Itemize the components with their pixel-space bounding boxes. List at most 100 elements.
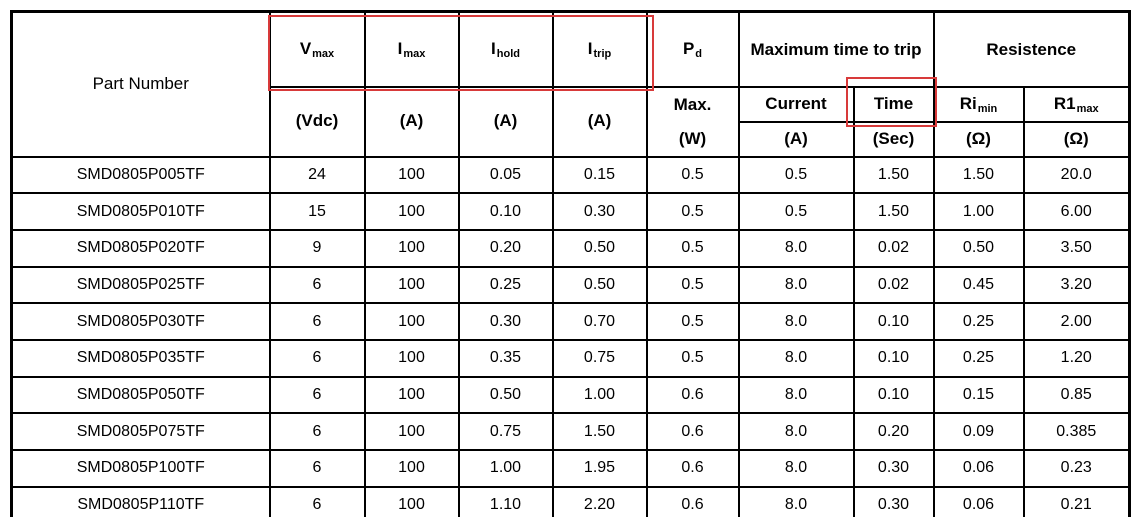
cell-r1-max: 1.20 (1022, 338, 1131, 378)
cell-trip-current: 8.0 (737, 412, 855, 451)
cell-ri-min: 1.00 (932, 192, 1025, 231)
table-row: SMD0805P110TF 6 100 1.10 2.20 0.6 8.0 0.30 0.06 0… (10, 485, 1131, 517)
ihold-unit-header: (A) (457, 85, 554, 158)
cell-ri-min: 0.50 (932, 228, 1025, 268)
max-time-to-trip-group-header: Maximum time to trip (737, 10, 935, 88)
cell-imax: 100 (363, 485, 460, 517)
spec-table: Part Number Vmax Imax Ihold Itrip Pd Max… (10, 10, 1131, 517)
cell-imax: 100 (363, 338, 460, 378)
cell-trip-current: 8.0 (737, 449, 855, 488)
cell-ihold: 0.35 (457, 338, 554, 378)
cell-part-number: SMD0805P035TF (10, 338, 271, 378)
cell-ihold: 0.75 (457, 412, 554, 451)
cell-itrip: 1.95 (551, 449, 648, 488)
cell-r1-max: 3.50 (1022, 228, 1131, 268)
cell-ri-min: 0.25 (932, 338, 1025, 378)
cell-ri-min: 0.25 (932, 302, 1025, 341)
cell-ri-min: 1.50 (932, 155, 1025, 195)
cell-part-number: SMD0805P100TF (10, 449, 271, 488)
ihold-header: Ihold (457, 10, 554, 88)
imax-subscript: max (403, 47, 426, 60)
header-row-groups: Part Number Vmax Imax Ihold Itrip Pd Max… (10, 10, 1131, 158)
ri-min-unit-header: (Ω) (932, 120, 1025, 158)
vmax-unit-header: (Vdc) (268, 85, 366, 158)
cell-itrip: 0.15 (551, 155, 648, 195)
r1-max-unit-header: (Ω) (1022, 120, 1131, 158)
cell-vmax: 6 (268, 265, 366, 305)
imax-header: Imax (363, 10, 460, 88)
ri-symbol: Ri (959, 93, 977, 113)
cell-trip-time: 0.10 (852, 375, 935, 415)
cell-imax: 100 (363, 375, 460, 415)
cell-trip-time: 1.50 (852, 155, 935, 195)
cell-trip-current: 0.5 (737, 155, 855, 195)
cell-part-number: SMD0805P075TF (10, 412, 271, 451)
cell-r1-max: 0.21 (1022, 485, 1131, 517)
cell-ri-min: 0.45 (932, 265, 1025, 305)
cell-trip-current: 8.0 (737, 302, 855, 341)
cell-trip-time: 0.10 (852, 338, 935, 378)
header-row-labels: (Vdc) (A) (A) (A) Max. (W) Current Time … (12, 85, 1131, 158)
cell-ihold: 0.05 (457, 155, 554, 195)
cell-ihold: 0.50 (457, 375, 554, 415)
cell-trip-time: 0.10 (852, 302, 935, 341)
cell-vmax: 6 (268, 302, 366, 341)
table-row: SMD0805P025TF 6 100 0.25 0.50 0.5 8.0 0.02 0.45 3… (10, 265, 1131, 305)
cell-part-number: SMD0805P005TF (10, 155, 271, 195)
cell-vmax: 6 (268, 449, 366, 488)
cell-pd: 0.6 (645, 449, 740, 488)
cell-trip-time: 1.50 (852, 192, 935, 231)
cell-vmax: 6 (268, 412, 366, 451)
cell-trip-time: 0.20 (852, 412, 935, 451)
cell-itrip: 1.00 (551, 375, 648, 415)
ihold-subscript: hold (496, 47, 520, 60)
header-row-units: (A) (Sec) (Ω) (Ω) (12, 120, 1131, 158)
cell-trip-time: 0.02 (852, 265, 935, 305)
cell-imax: 100 (363, 192, 460, 231)
cell-imax: 100 (363, 155, 460, 195)
cell-vmax: 6 (268, 485, 366, 517)
cell-trip-current: 8.0 (737, 228, 855, 268)
cell-pd: 0.6 (645, 485, 740, 517)
cell-trip-current: 0.5 (737, 192, 855, 231)
cell-ihold: 0.25 (457, 265, 554, 305)
cell-ihold: 1.10 (457, 485, 554, 517)
cell-imax: 100 (363, 228, 460, 268)
cell-pd: 0.5 (645, 228, 740, 268)
table-row: SMD0805P030TF 6 100 0.30 0.70 0.5 8.0 0.10 0.25 2… (10, 302, 1131, 341)
cell-itrip: 2.20 (551, 485, 648, 517)
cell-itrip: 0.75 (551, 338, 648, 378)
ri-min-header: Rimin (932, 85, 1025, 123)
itrip-unit-header: (A) (551, 85, 648, 158)
cell-trip-current: 8.0 (737, 265, 855, 305)
table-row: SMD0805P050TF 6 100 0.50 1.00 0.6 8.0 0.10 0.15 0… (10, 375, 1131, 415)
cell-trip-current: 8.0 (737, 485, 855, 517)
cell-part-number: SMD0805P020TF (10, 228, 271, 268)
cell-vmax: 6 (268, 375, 366, 415)
cell-part-number: SMD0805P010TF (10, 192, 271, 231)
cell-part-number: SMD0805P110TF (10, 485, 271, 517)
cell-ihold: 1.00 (457, 449, 554, 488)
itrip-subscript: trip (593, 47, 612, 60)
table-row: SMD0805P020TF 9 100 0.20 0.50 0.5 8.0 0.02 0.50 3… (10, 228, 1131, 268)
vmax-symbol: V (299, 38, 312, 58)
cell-r1-max: 2.00 (1022, 302, 1131, 341)
cell-vmax: 9 (268, 228, 366, 268)
ihold-symbol: I (491, 38, 496, 58)
cell-r1-max: 0.23 (1022, 449, 1131, 488)
cell-ihold: 0.30 (457, 302, 554, 341)
cell-imax: 100 (363, 265, 460, 305)
cell-itrip: 1.50 (551, 412, 648, 451)
cell-part-number: SMD0805P030TF (10, 302, 271, 341)
pd-symbol: P (682, 38, 695, 58)
cell-pd: 0.5 (645, 265, 740, 305)
table-row: SMD0805P010TF 15 100 0.10 0.30 0.5 0.5 1.50 1.00… (10, 192, 1131, 231)
cell-ri-min: 0.06 (932, 485, 1025, 517)
r1-max-header: R1max (1022, 85, 1131, 123)
table-row: SMD0805P005TF 24 100 0.05 0.15 0.5 0.5 1.50 1.50… (10, 155, 1131, 195)
cell-trip-time: 0.30 (852, 449, 935, 488)
cell-pd: 0.5 (645, 155, 740, 195)
vmax-subscript: max (312, 47, 335, 60)
table-header: Part Number Vmax Imax Ihold Itrip Pd Max… (10, 10, 1131, 158)
pd-unit-header: Max. (W) (645, 85, 740, 158)
